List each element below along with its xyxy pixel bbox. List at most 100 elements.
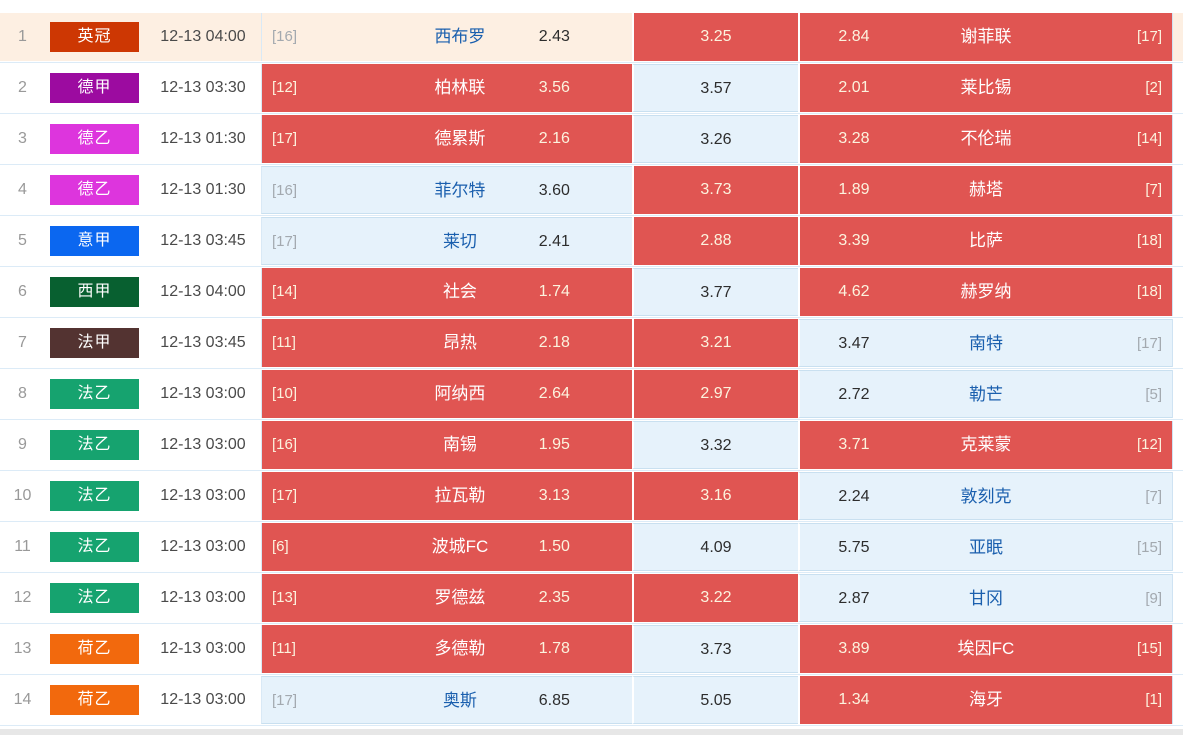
league-badge[interactable]: 荷乙 [50,634,139,664]
home-team-link[interactable]: 莱切 [442,232,477,251]
league-badge[interactable]: 法乙 [50,532,139,562]
home-team-link[interactable]: 多德勒 [434,639,486,658]
away-team-link[interactable]: 埃因FC [957,639,1015,658]
away-team-link[interactable]: 赫罗纳 [960,282,1012,301]
league-badge[interactable]: 英冠 [50,22,139,52]
home-team-link[interactable]: 菲尔特 [434,181,486,200]
draw-cell[interactable]: 5.05 [632,676,798,724]
league-badge[interactable]: 法甲 [50,328,139,358]
away-cell[interactable]: 3.28 不伦瑞 [14] [798,115,1172,163]
home-cell[interactable]: [12] 柏林联 3.56 [261,64,632,112]
home-cell[interactable]: [10] 阿纳西 2.64 [261,370,632,418]
away-cell[interactable]: 2.84 谢菲联 [17] [798,13,1172,61]
away-cell[interactable]: 3.71 克莱蒙 [12] [798,421,1172,469]
draw-cell[interactable]: 2.88 [632,217,798,265]
draw-cell[interactable]: 3.57 [632,64,798,112]
away-cell[interactable]: 4.62 赫罗纳 [18] [798,268,1172,316]
draw-odds: 3.22 [700,589,732,606]
home-cell[interactable]: [17] 莱切 2.41 [261,217,632,265]
home-team-link[interactable]: 波城FC [431,537,489,556]
draw-odds: 5.05 [700,692,732,709]
home-cell[interactable]: [11] 昂热 2.18 [261,319,632,367]
league-badge[interactable]: 法乙 [50,481,139,511]
league-badge[interactable]: 法乙 [50,430,139,460]
draw-cell[interactable]: 3.32 [632,421,798,469]
away-cell[interactable]: 3.89 埃因FC [15] [798,625,1172,673]
home-team-link[interactable]: 社会 [442,282,477,301]
home-cell[interactable]: [17] 拉瓦勒 3.13 [261,472,632,520]
away-team-link[interactable]: 克莱蒙 [960,435,1012,454]
league-badge[interactable]: 意甲 [50,226,139,256]
league-badge[interactable]: 西甲 [50,277,139,307]
away-cell[interactable]: 3.47 南特 [17] [798,319,1172,367]
away-cell[interactable]: 2.24 敦刻克 [7] [798,472,1172,520]
away-team-link[interactable]: 勒芒 [969,385,1003,404]
away-team-link[interactable]: 不伦瑞 [960,129,1012,148]
row-left-section: 13 荷乙 12-13 03:00 [0,625,261,673]
draw-cell[interactable]: 4.09 [632,523,798,571]
home-team-link[interactable]: 阿纳西 [434,384,486,403]
away-rank: [18] [1136,232,1162,249]
match-row: 1 英冠 12-13 04:00 [16] 西布罗 2.43 3.25 2.84… [0,13,1183,63]
home-rank: [12] [272,79,298,96]
home-cell[interactable]: [16] 西布罗 2.43 [261,13,632,61]
draw-cell[interactable]: 3.21 [632,319,798,367]
away-team-link[interactable]: 谢菲联 [960,27,1012,46]
league-badge[interactable]: 法乙 [50,379,139,409]
away-cell[interactable]: 2.87 甘冈 [9] [798,574,1172,622]
league-badge[interactable]: 德甲 [50,73,139,103]
away-team-link[interactable]: 赫塔 [969,180,1003,199]
draw-cell[interactable]: 3.22 [632,574,798,622]
league-badge[interactable]: 荷乙 [50,685,139,715]
away-cell[interactable]: 3.39 比萨 [18] [798,217,1172,265]
draw-cell[interactable]: 3.25 [632,13,798,61]
odds-table: 1 英冠 12-13 04:00 [16] 西布罗 2.43 3.25 2.84… [0,13,1183,727]
home-team-link[interactable]: 昂热 [442,333,477,352]
away-cell[interactable]: 5.75 亚眠 [15] [798,523,1172,571]
away-cell[interactable]: 2.72 勒芒 [5] [798,370,1172,418]
match-row: 2 德甲 12-13 03:30 [12] 柏林联 3.56 3.57 2.01… [0,64,1183,114]
home-team-link[interactable]: 德累斯 [434,129,486,148]
home-cell[interactable]: [11] 多德勒 1.78 [261,625,632,673]
row-gutter [1172,166,1183,214]
away-team-link[interactable]: 敦刻克 [960,487,1012,506]
away-team-link[interactable]: 亚眠 [969,538,1003,557]
draw-cell[interactable]: 3.16 [632,472,798,520]
away-team-link[interactable]: 莱比锡 [960,78,1012,97]
away-team-link[interactable]: 比萨 [969,231,1003,250]
home-cell[interactable]: [16] 菲尔特 3.60 [261,166,632,214]
draw-odds: 3.26 [700,131,732,148]
away-cell[interactable]: 2.01 莱比锡 [2] [798,64,1172,112]
home-team-link[interactable]: 奥斯 [442,691,477,710]
home-cell[interactable]: [17] 德累斯 2.16 [261,115,632,163]
away-team-link[interactable]: 海牙 [969,690,1003,709]
home-team-link[interactable]: 柏林联 [434,78,486,97]
home-rank: [17] [272,487,298,504]
home-cell[interactable]: [17] 奥斯 6.85 [261,676,632,724]
away-cell[interactable]: 1.89 赫塔 [7] [798,166,1172,214]
draw-cell[interactable]: 3.73 [632,166,798,214]
draw-cell[interactable]: 3.73 [632,625,798,673]
draw-cell[interactable]: 2.97 [632,370,798,418]
row-number: 3 [18,130,27,147]
league-badge-column: 法甲 [45,319,145,367]
draw-cell[interactable]: 3.77 [632,268,798,316]
away-odds: 5.75 [838,539,870,556]
home-cell[interactable]: [6] 波城FC 1.50 [261,523,632,571]
draw-odds: 2.88 [700,232,732,249]
league-badge[interactable]: 德乙 [50,175,139,205]
away-team-link[interactable]: 甘冈 [969,589,1003,608]
home-team-link[interactable]: 罗德兹 [434,588,486,607]
away-team-link[interactable]: 南特 [969,334,1003,353]
home-team-link[interactable]: 拉瓦勒 [434,486,486,505]
league-badge[interactable]: 德乙 [50,124,139,154]
home-cell[interactable]: [13] 罗德兹 2.35 [261,574,632,622]
draw-cell[interactable]: 3.26 [632,115,798,163]
home-cell[interactable]: [16] 南锡 1.95 [261,421,632,469]
home-cell[interactable]: [14] 社会 1.74 [261,268,632,316]
league-badge[interactable]: 法乙 [50,583,139,613]
home-team-link[interactable]: 南锡 [442,435,477,454]
home-team-link[interactable]: 西布罗 [434,27,486,46]
row-gutter [1172,64,1183,112]
away-cell[interactable]: 1.34 海牙 [1] [798,676,1172,724]
